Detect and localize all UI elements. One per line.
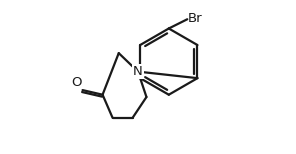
Text: O: O: [71, 76, 82, 89]
Text: Br: Br: [188, 12, 203, 25]
Text: N: N: [133, 65, 143, 78]
